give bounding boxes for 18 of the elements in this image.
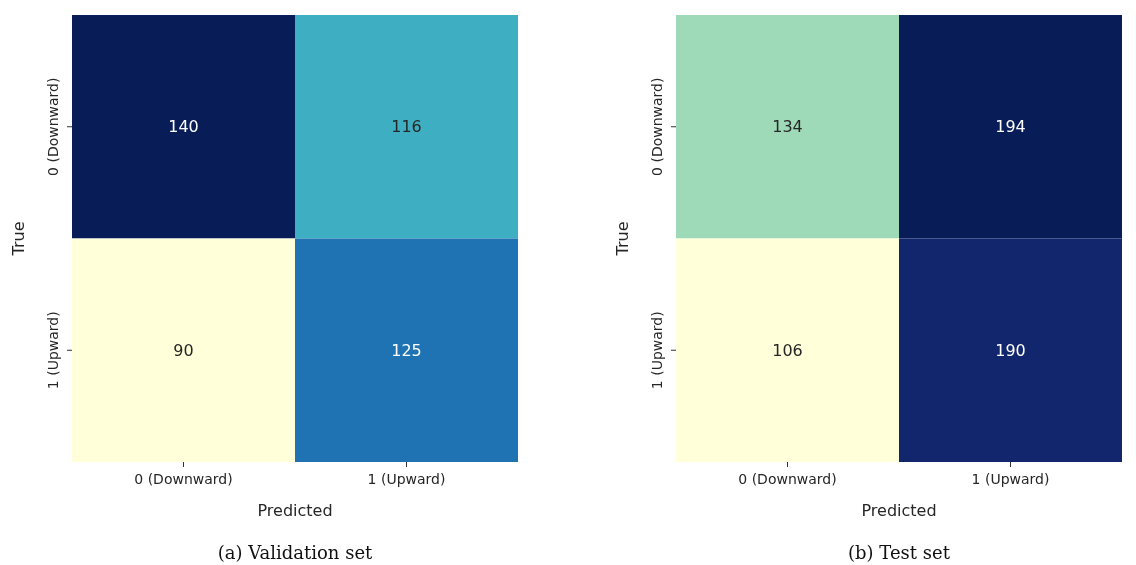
data-label: 125 bbox=[391, 340, 422, 360]
text: (a) Validation set bbox=[217, 542, 374, 563]
data-label: 134 bbox=[772, 117, 803, 137]
x-axis-title: Predicted bbox=[861, 501, 937, 520]
x-tick-label: 1 (Upward) bbox=[971, 471, 1050, 487]
data-label: 140 bbox=[168, 117, 199, 137]
text: (b) Test set bbox=[848, 542, 951, 563]
data-label: 106 bbox=[772, 340, 803, 360]
x-tick-label: 0 (Downward) bbox=[738, 471, 837, 487]
data-label: 90 bbox=[173, 340, 194, 360]
y-axis-title: True bbox=[613, 221, 632, 257]
x-axis-title: Predicted bbox=[257, 501, 333, 520]
x-tick-label: 0 (Downward) bbox=[134, 471, 233, 487]
y-axis-title: True bbox=[9, 221, 28, 257]
data-label: 190 bbox=[995, 340, 1026, 360]
x-tick-label: 1 (Upward) bbox=[367, 471, 446, 487]
data-label: 116 bbox=[391, 117, 422, 137]
data-label: 194 bbox=[995, 117, 1026, 137]
